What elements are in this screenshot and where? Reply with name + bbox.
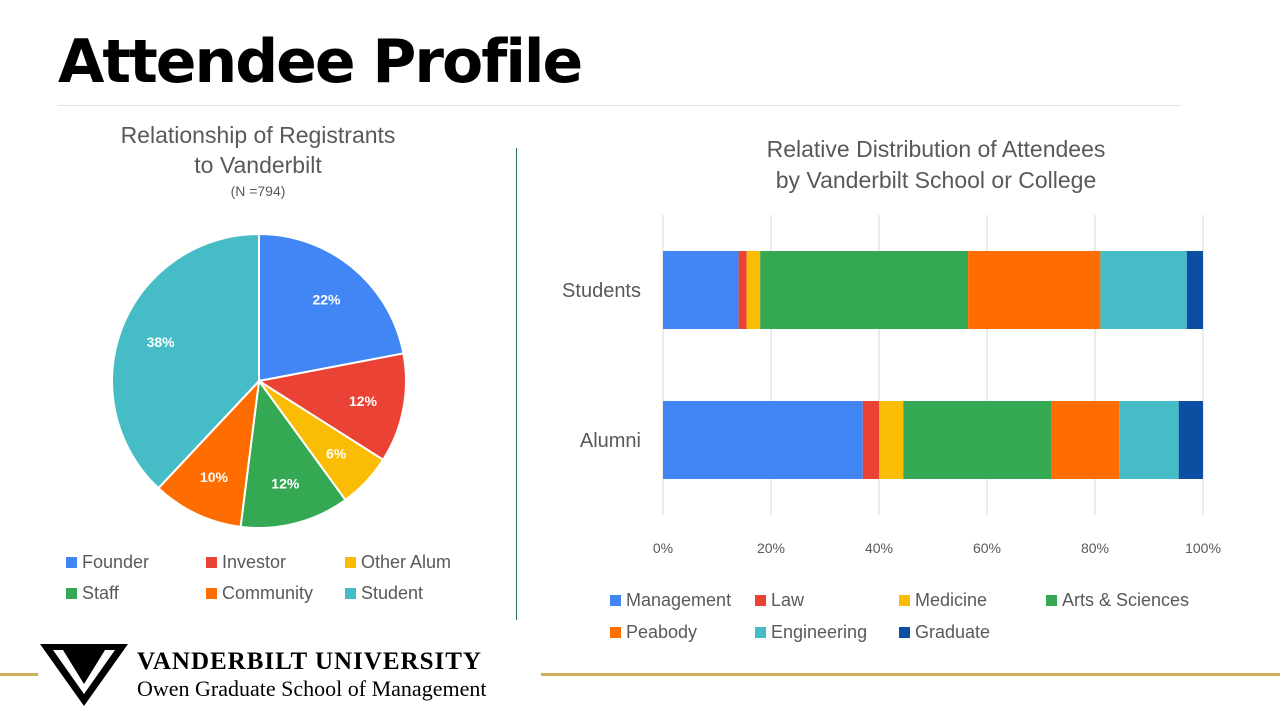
bar-segment-students-arts-sciences bbox=[760, 251, 969, 329]
pie-slice-founder bbox=[258, 232, 405, 383]
bar-segment-alumni-engineering bbox=[1119, 401, 1179, 479]
legend-swatch bbox=[755, 595, 766, 606]
pie-label-founder: 22% bbox=[312, 291, 341, 307]
stacked-bar-chart: 0% 20% 40% 60% 80% 100% Students Alumni bbox=[562, 215, 1221, 556]
pie-label-other-alum: 6% bbox=[326, 445, 347, 461]
legend-label: Management bbox=[626, 590, 732, 610]
legend-swatch bbox=[1046, 595, 1057, 606]
pie-legend-item-founder: Founder bbox=[66, 552, 149, 573]
category-label-students: Students bbox=[562, 280, 641, 302]
x-tick-label: 0% bbox=[653, 540, 673, 556]
pie-chart-subtitle: (N =794) bbox=[230, 183, 286, 199]
pie-label-investor: 12% bbox=[349, 393, 378, 409]
bar-segment-students-medicine bbox=[746, 251, 761, 329]
pie-slice-student bbox=[111, 232, 260, 490]
vanderbilt-v-logo bbox=[40, 644, 128, 706]
legend-swatch bbox=[66, 557, 77, 568]
pie-legend-item-community: Community bbox=[206, 583, 313, 604]
bar-chart-title: Relative Distribution of Attendees by Va… bbox=[700, 134, 1172, 196]
pie-label-student: 38% bbox=[147, 334, 176, 350]
legend-swatch bbox=[610, 627, 621, 638]
pie-chart-title: Relationship of Registrants to Vanderbil… bbox=[60, 120, 456, 180]
pie-slice-investor bbox=[256, 352, 407, 462]
legend-swatch bbox=[755, 627, 766, 638]
legend-swatch bbox=[899, 595, 910, 606]
legend-swatch bbox=[66, 588, 77, 599]
legend-swatch bbox=[206, 557, 217, 568]
x-tick-label: 60% bbox=[973, 540, 1001, 556]
bar-segment-students-law bbox=[738, 251, 747, 329]
bar-segment-alumni-arts-sciences bbox=[903, 401, 1052, 479]
bar-legend-item-arts-sciences: Arts & Sciences bbox=[1046, 590, 1189, 611]
pie-slice-staff bbox=[239, 378, 347, 529]
pie-legend-item-other-alum: Other Alum bbox=[345, 552, 451, 573]
pie-legend-item-investor: Investor bbox=[206, 552, 286, 573]
bar-segment-students-management bbox=[663, 251, 739, 329]
bar-segment-alumni-graduate bbox=[1178, 401, 1203, 479]
pie-label-staff: 12% bbox=[271, 476, 300, 492]
bar-title-line-1: Relative Distribution of Attendees bbox=[766, 136, 1106, 162]
legend-swatch bbox=[345, 588, 356, 599]
legend-label: Arts & Sciences bbox=[1062, 590, 1190, 610]
x-tick-label: 80% bbox=[1081, 540, 1109, 556]
pie-chart: 22% 12% 6% 12% 10% 38% bbox=[111, 232, 407, 529]
footer-rule-right bbox=[541, 673, 1280, 676]
bar-segment-alumni-law bbox=[862, 401, 879, 479]
bar-legend-item-peabody: Peabody bbox=[610, 622, 697, 643]
legend-swatch bbox=[345, 557, 356, 568]
legend-label: Founder bbox=[82, 552, 150, 572]
legend-swatch bbox=[899, 627, 910, 638]
legend-swatch bbox=[610, 595, 621, 606]
legend-label: Graduate bbox=[915, 622, 991, 642]
bar-legend-item-engineering: Engineering bbox=[755, 622, 867, 643]
legend-label: Student bbox=[361, 583, 424, 603]
bar-segment-students-graduate bbox=[1186, 251, 1203, 329]
pie-title-line-1: Relationship of Registrants bbox=[120, 122, 396, 148]
legend-swatch bbox=[206, 588, 217, 599]
bar-legend-item-management: Management bbox=[610, 590, 731, 611]
bar-segment-students-peabody bbox=[968, 251, 1101, 329]
university-name: VANDERBILT UNIVERSITY bbox=[137, 648, 482, 675]
pie-legend-item-staff: Staff bbox=[66, 583, 119, 604]
legend-label: Other Alum bbox=[361, 552, 452, 572]
category-label-alumni: Alumni bbox=[580, 430, 641, 452]
bar-title-line-2: by Vanderbilt School or College bbox=[775, 167, 1097, 193]
legend-label: Investor bbox=[222, 552, 287, 572]
pie-slice-community bbox=[156, 378, 261, 528]
legend-label: Law bbox=[771, 590, 805, 610]
pie-legend-item-student: Student bbox=[345, 583, 423, 604]
x-tick-label: 40% bbox=[865, 540, 893, 556]
pie-label-community: 10% bbox=[200, 469, 229, 485]
x-tick-label: 100% bbox=[1185, 540, 1221, 556]
legend-label: Staff bbox=[82, 583, 119, 603]
legend-label: Peabody bbox=[626, 622, 698, 642]
legend-label: Medicine bbox=[915, 590, 988, 610]
title-divider bbox=[58, 105, 1181, 106]
bar-legend-item-law: Law bbox=[755, 590, 804, 611]
legend-label: Engineering bbox=[771, 622, 868, 642]
bar-segment-alumni-medicine bbox=[879, 401, 904, 479]
bar-legend-item-graduate: Graduate bbox=[899, 622, 990, 643]
legend-label: Community bbox=[222, 583, 314, 603]
bar-segment-alumni-peabody bbox=[1051, 401, 1120, 479]
page-title: Attendee Profile bbox=[58, 27, 583, 97]
bar-segment-students-engineering bbox=[1100, 251, 1187, 329]
footer-rule-left bbox=[0, 673, 38, 676]
bar-segment-alumni-management bbox=[663, 401, 863, 479]
bar-legend-item-medicine: Medicine bbox=[899, 590, 987, 611]
chart-divider bbox=[516, 148, 517, 620]
x-tick-label: 20% bbox=[757, 540, 785, 556]
pie-title-line-2: to Vanderbilt bbox=[194, 152, 322, 178]
school-name: Owen Graduate School of Management bbox=[137, 676, 487, 701]
